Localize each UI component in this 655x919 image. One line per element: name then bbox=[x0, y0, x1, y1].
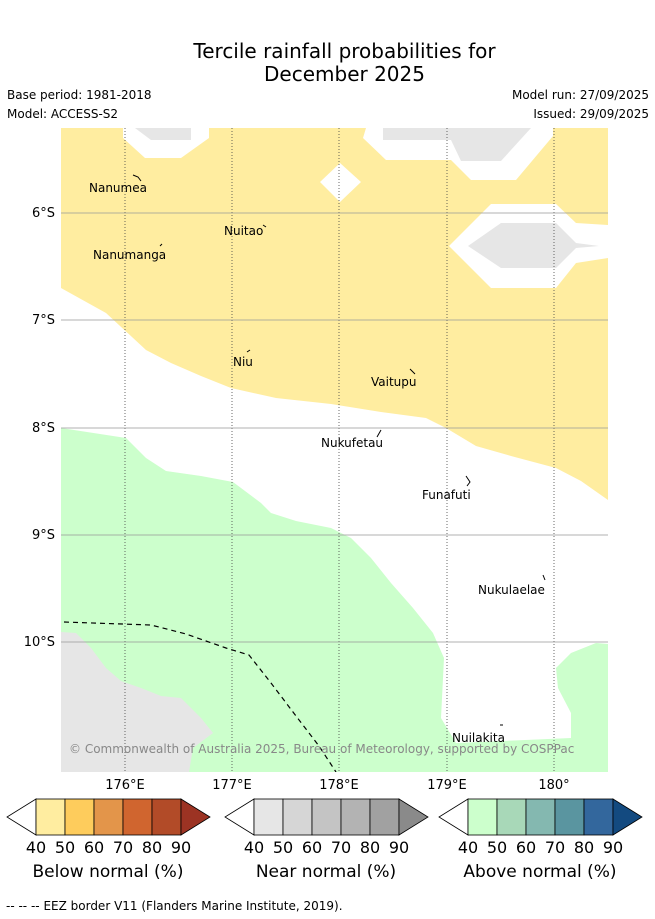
place-label-nuilakita: Nuilakita bbox=[452, 731, 505, 745]
near-normal-region-bottom-left bbox=[61, 632, 213, 772]
tick-label: 70 bbox=[544, 838, 566, 857]
lon-label-179e: 179°E bbox=[427, 778, 467, 793]
colorbar-near-normal bbox=[224, 798, 429, 836]
base-period: Base period: 1981-2018 bbox=[7, 88, 152, 102]
colorbar-swatch bbox=[64, 798, 95, 836]
island-nanumea bbox=[132, 174, 142, 182]
eez-legend: -- -- -- EEZ border V11 (Flanders Marine… bbox=[6, 899, 343, 913]
island-nuitao bbox=[262, 224, 267, 228]
place-label-funafuti: Funafuti bbox=[422, 488, 471, 502]
island-vaitupu bbox=[409, 368, 416, 375]
colorbar-swatch bbox=[35, 798, 66, 836]
eez-legend-text: EEZ border V11 (Flanders Marine Institut… bbox=[43, 899, 343, 913]
tick-label: 70 bbox=[330, 838, 352, 857]
place-label-nukufetau: Nukufetau bbox=[321, 436, 384, 450]
colorbar-low-extension bbox=[6, 798, 37, 836]
place-label-nukulaelae: Nukulaelae bbox=[478, 583, 545, 597]
colorbar-swatch bbox=[282, 798, 313, 836]
tick-label: 80 bbox=[359, 838, 381, 857]
model-name: Model: ACCESS-S2 bbox=[7, 107, 119, 121]
colorbar-swatch bbox=[398, 798, 429, 836]
colorbar-swatch bbox=[554, 798, 585, 836]
tick-label: 60 bbox=[83, 838, 105, 857]
title-line-2: December 2025 bbox=[264, 62, 425, 86]
tick-label: 60 bbox=[301, 838, 323, 857]
graticule-parallels bbox=[61, 212, 608, 643]
lon-label-176e: 176°E bbox=[105, 778, 145, 793]
tick-label: 50 bbox=[486, 838, 508, 857]
colorbar-swatch bbox=[525, 798, 556, 836]
tick-label: 70 bbox=[112, 838, 134, 857]
issued-date: Issued: 29/09/2025 bbox=[533, 107, 649, 121]
tick-label: 40 bbox=[25, 838, 47, 857]
colorbar-above-normal-title: Above normal (%) bbox=[463, 862, 617, 882]
tick-label: 60 bbox=[515, 838, 537, 857]
tick-label: 50 bbox=[272, 838, 294, 857]
place-label-vaitupu: Vaitupu bbox=[371, 375, 417, 389]
lat-label-6s: 6°S bbox=[31, 206, 55, 221]
graticule bbox=[124, 128, 555, 772]
place-label-nanumea: Nanumea bbox=[89, 181, 147, 195]
lon-label-177e: 177°E bbox=[212, 778, 252, 793]
near-normal-core-top-left bbox=[135, 128, 191, 140]
tick-label: 90 bbox=[170, 838, 192, 857]
colorbar-swatch bbox=[496, 798, 527, 836]
place-label-niu: Niu bbox=[233, 355, 253, 369]
eez-legend-symbol: -- -- -- bbox=[6, 899, 40, 913]
island-funafuti bbox=[465, 475, 471, 487]
model-run-date: Model run: 27/09/2025 bbox=[511, 88, 649, 102]
tick-label: 80 bbox=[573, 838, 595, 857]
island-nukulaelae bbox=[542, 574, 546, 581]
tick-label: 50 bbox=[54, 838, 76, 857]
lon-label-178e: 178°E bbox=[319, 778, 359, 793]
lat-label-7s: 7°S bbox=[31, 313, 55, 328]
colorbar-swatch bbox=[93, 798, 124, 836]
tick-label: 40 bbox=[243, 838, 265, 857]
colorbar-swatch bbox=[467, 798, 498, 836]
tick-label: 40 bbox=[457, 838, 479, 857]
tick-label: 90 bbox=[388, 838, 410, 857]
island-nukufetau bbox=[376, 429, 382, 438]
island-niu bbox=[246, 349, 251, 353]
colorbar-swatch bbox=[583, 798, 614, 836]
colorbar-swatch bbox=[311, 798, 342, 836]
above-normal-region bbox=[61, 428, 608, 772]
below-normal-region bbox=[61, 128, 608, 500]
colorbar-low-extension bbox=[224, 798, 255, 836]
place-label-nanumanga: Nanumanga bbox=[93, 248, 167, 262]
map-title: Tercile rainfall probabilities for Decem… bbox=[0, 40, 655, 86]
tick-label: 80 bbox=[141, 838, 163, 857]
colorbar-swatch bbox=[122, 798, 153, 836]
rainfall-probability-map bbox=[61, 128, 608, 772]
colorbar-swatch bbox=[151, 798, 182, 836]
near-normal-core-right bbox=[468, 223, 599, 268]
title-line-1: Tercile rainfall probabilities for bbox=[193, 39, 496, 63]
lat-label-9s: 9°S bbox=[31, 528, 55, 543]
eez-border bbox=[63, 621, 337, 772]
colorbar-swatch bbox=[612, 798, 643, 836]
lon-label-180: 180° bbox=[538, 778, 570, 793]
colorbar-low-extension bbox=[438, 798, 469, 836]
lat-label-8s: 8°S bbox=[31, 421, 55, 436]
colorbar-below-normal bbox=[6, 798, 211, 836]
colorbar-swatch bbox=[180, 798, 211, 836]
place-label-nuitao: Nuitao bbox=[224, 224, 264, 238]
colorbar-swatch bbox=[253, 798, 284, 836]
near-normal-diamond bbox=[320, 163, 361, 202]
islands bbox=[132, 174, 546, 726]
near-normal-core-top-right bbox=[383, 128, 531, 161]
island-nanumanga bbox=[159, 243, 163, 247]
colorbar-below-normal-title: Below normal (%) bbox=[32, 862, 184, 882]
colorbar-swatch bbox=[369, 798, 400, 836]
lat-label-10s: 10°S bbox=[23, 635, 55, 650]
tick-label: 90 bbox=[602, 838, 624, 857]
colorbar-near-normal-title: Near normal (%) bbox=[255, 862, 397, 882]
colorbar-above-normal bbox=[438, 798, 643, 836]
copyright-notice: © Commonwealth of Australia 2025, Bureau… bbox=[69, 742, 575, 756]
colorbar-swatch bbox=[340, 798, 371, 836]
